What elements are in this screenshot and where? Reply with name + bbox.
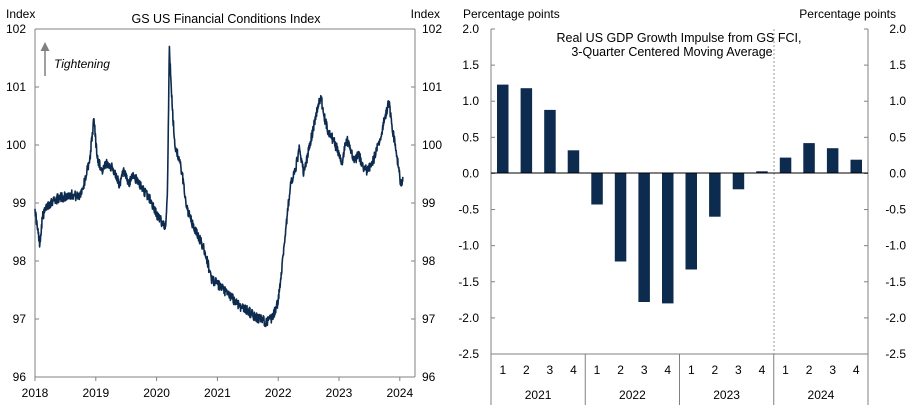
left-ytick-label-right: 101: [422, 80, 442, 94]
quarter-label: 1: [688, 363, 695, 377]
bar: [732, 173, 745, 190]
left-xtick-label: 2021: [204, 386, 231, 400]
bars-group: [497, 84, 862, 304]
right-ytick-label: -0.5: [458, 203, 479, 217]
left-chart-title: GS US Financial Conditions Index: [132, 12, 322, 26]
left-ytick-label-right: 102: [422, 22, 442, 36]
right-ytick-label-right: -2.5: [885, 347, 906, 361]
quarter-label: 3: [829, 363, 836, 377]
left-ytick-label: 98: [13, 254, 27, 268]
left-xtick-label: 2018: [22, 386, 49, 400]
left-ytick-label-right: 100: [422, 138, 442, 152]
right-ytick-label-right: 0.5: [889, 130, 906, 144]
quarter-labels: 1 2 3 4 1 2 3 4 1 2 3 4 1 2 3 4: [499, 363, 859, 377]
right-axis-label-right: Percentage points: [799, 7, 896, 21]
right-ytick-label: 1.5: [462, 58, 479, 72]
year-label: 2022: [619, 388, 646, 402]
bar: [779, 157, 792, 174]
quarter-label: 3: [641, 363, 648, 377]
left-ytick-label-right: 97: [422, 312, 436, 326]
right-ytick-label-right: 2.0: [889, 22, 906, 36]
right-ytick-label-right: 0.0: [889, 166, 906, 180]
right-chart-subtitle: 3-Quarter Centered Moving Average: [571, 45, 772, 59]
left-xtick-label: 2020: [143, 386, 170, 400]
bar: [497, 84, 509, 174]
left-xticks: 2018 2019 2020 2021 2022 2023 2024: [22, 377, 413, 400]
right-ytick-label-right: -1.5: [885, 275, 906, 289]
right-ytick-label-right: 1.5: [889, 58, 906, 72]
year-labels: 2021 2022 2023 2024: [525, 354, 835, 405]
quarter-label: 4: [853, 363, 860, 377]
right-ytick-label: -2.0: [458, 311, 479, 325]
left-yticks-left: 96 97 98 99 100 101 102: [6, 22, 39, 384]
bar: [614, 173, 627, 262]
bar: [803, 143, 815, 174]
quarter-label: 2: [523, 363, 530, 377]
right-ytick-label-right: -2.0: [885, 311, 906, 325]
right-ytick-label: -2.5: [458, 347, 479, 361]
bar: [591, 173, 603, 205]
quarter-label: 2: [711, 363, 718, 377]
fci-series-line: [34, 45, 404, 328]
tightening-arrow-icon: [40, 42, 50, 76]
bar: [567, 150, 580, 174]
quarter-label: 4: [664, 363, 671, 377]
right-ytick-label: 2.0: [462, 22, 479, 36]
left-xtick-label: 2022: [265, 386, 292, 400]
bar: [638, 173, 650, 302]
quarter-label: 3: [547, 363, 554, 377]
left-ytick-label-right: 98: [422, 254, 436, 268]
right-ytick-label: -1.5: [458, 275, 479, 289]
quarter-label: 2: [617, 363, 624, 377]
right-ytick-label: 0.0: [462, 166, 479, 180]
left-xtick-label: 2023: [326, 386, 353, 400]
left-ytick-label: 102: [6, 22, 26, 36]
bar: [756, 171, 768, 174]
left-xtick-label: 2024: [386, 386, 413, 400]
quarter-label: 1: [499, 363, 506, 377]
left-ytick-label-right: 96: [422, 370, 436, 384]
bar: [685, 173, 697, 270]
left-axis-label-right: Index: [411, 7, 440, 21]
right-ytick-label-right: -0.5: [885, 203, 906, 217]
right-yticks-left: 2.0 1.5 1.0 0.5 0.0 -0.5 -1.0 -1.5 -2.0 -2.5: [458, 22, 495, 361]
quarter-label: 4: [570, 363, 577, 377]
tightening-annotation: Tightening: [54, 57, 110, 71]
left-axis-label-left: Index: [6, 7, 35, 21]
bar: [662, 173, 674, 304]
bar: [709, 173, 721, 217]
quarter-label: 1: [594, 363, 601, 377]
left-ytick-label: 99: [13, 196, 27, 210]
right-ytick-label-right: -1.0: [885, 239, 906, 253]
bar: [544, 109, 556, 174]
quarter-label: 4: [759, 363, 766, 377]
right-yticks-right: 2.0 1.5 1.0 0.5 0.0 -0.5 -1.0 -1.5 -2.0 -2.5: [864, 22, 906, 361]
bar: [520, 88, 533, 174]
left-ytick-label: 100: [6, 138, 26, 152]
year-label: 2021: [525, 388, 552, 402]
bar: [826, 148, 839, 174]
left-xtick-label: 2019: [82, 386, 109, 400]
year-label: 2023: [713, 388, 740, 402]
left-ytick-label-right: 99: [422, 196, 436, 210]
right-chart-title: Real US GDP Growth Impulse from GS FCI,: [557, 31, 802, 45]
right-ytick-label: -1.0: [458, 239, 479, 253]
right-ytick-label-right: 1.0: [889, 94, 906, 108]
left-ytick-label: 96: [13, 370, 27, 384]
year-label: 2024: [808, 388, 835, 402]
left-ytick-label: 97: [13, 312, 27, 326]
left-ytick-label: 101: [6, 80, 26, 94]
left-yticks-right: 96 97 98 99 100 101 102: [411, 22, 442, 384]
quarter-label: 1: [782, 363, 789, 377]
quarter-label: 3: [735, 363, 742, 377]
gdp-impulse-bar-chart: Percentage points Percentage points Real…: [458, 7, 906, 405]
right-axis-label-left: Percentage points: [463, 7, 560, 21]
right-ytick-label: 0.5: [462, 130, 479, 144]
bar: [850, 159, 862, 174]
quarter-label: 2: [806, 363, 813, 377]
right-ytick-label: 1.0: [462, 94, 479, 108]
fci-line-chart: GS US Financial Conditions Index Index I…: [6, 7, 442, 400]
